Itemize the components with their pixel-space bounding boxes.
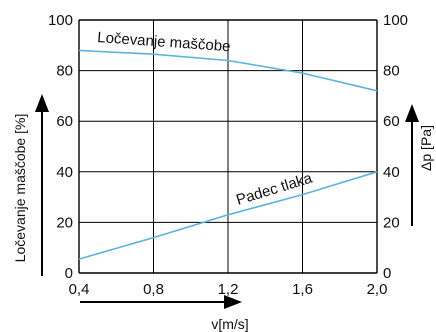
grid xyxy=(78,19,378,274)
right-axis-arrow xyxy=(405,104,419,226)
y-right-tick-label: 40 xyxy=(383,164,400,181)
x-tick-label: 0,4 xyxy=(69,281,90,298)
series-label-lociranje: Ločevanje maščobe xyxy=(97,29,231,55)
y-left-tick-label: 20 xyxy=(56,214,73,231)
x-tick-label: 1,2 xyxy=(218,281,239,298)
series-line-0 xyxy=(78,49,378,92)
series-lines xyxy=(78,49,378,260)
y-left-tick-label: 100 xyxy=(48,12,73,29)
y-axis-left-title: Ločevanje maščobe [%] xyxy=(12,114,28,263)
left-axis-arrow xyxy=(35,94,49,276)
x-tick-label: 0,8 xyxy=(143,281,164,298)
y-right-tick-label: 60 xyxy=(383,113,400,130)
y-right-tick-label: 20 xyxy=(383,214,400,231)
y-right-tick-label: 0 xyxy=(383,265,391,282)
x-tick-label: 2,0 xyxy=(367,281,388,298)
y-left-tick-label: 60 xyxy=(56,113,73,130)
x-axis-title: v[m/s] xyxy=(211,316,248,332)
y-left-tick-label: 40 xyxy=(56,164,73,181)
y-right-tick-label: 80 xyxy=(383,63,400,80)
y-right-tick-label: 100 xyxy=(383,12,408,29)
y-left-tick-label: 80 xyxy=(56,63,73,80)
x-axis-arrow xyxy=(80,295,242,309)
x-tick-label: 1,6 xyxy=(292,281,313,298)
series-line-1 xyxy=(78,171,378,260)
y-left-tick-label: 0 xyxy=(65,265,73,282)
y-axis-right-title: Δp [Pa] xyxy=(418,125,434,171)
